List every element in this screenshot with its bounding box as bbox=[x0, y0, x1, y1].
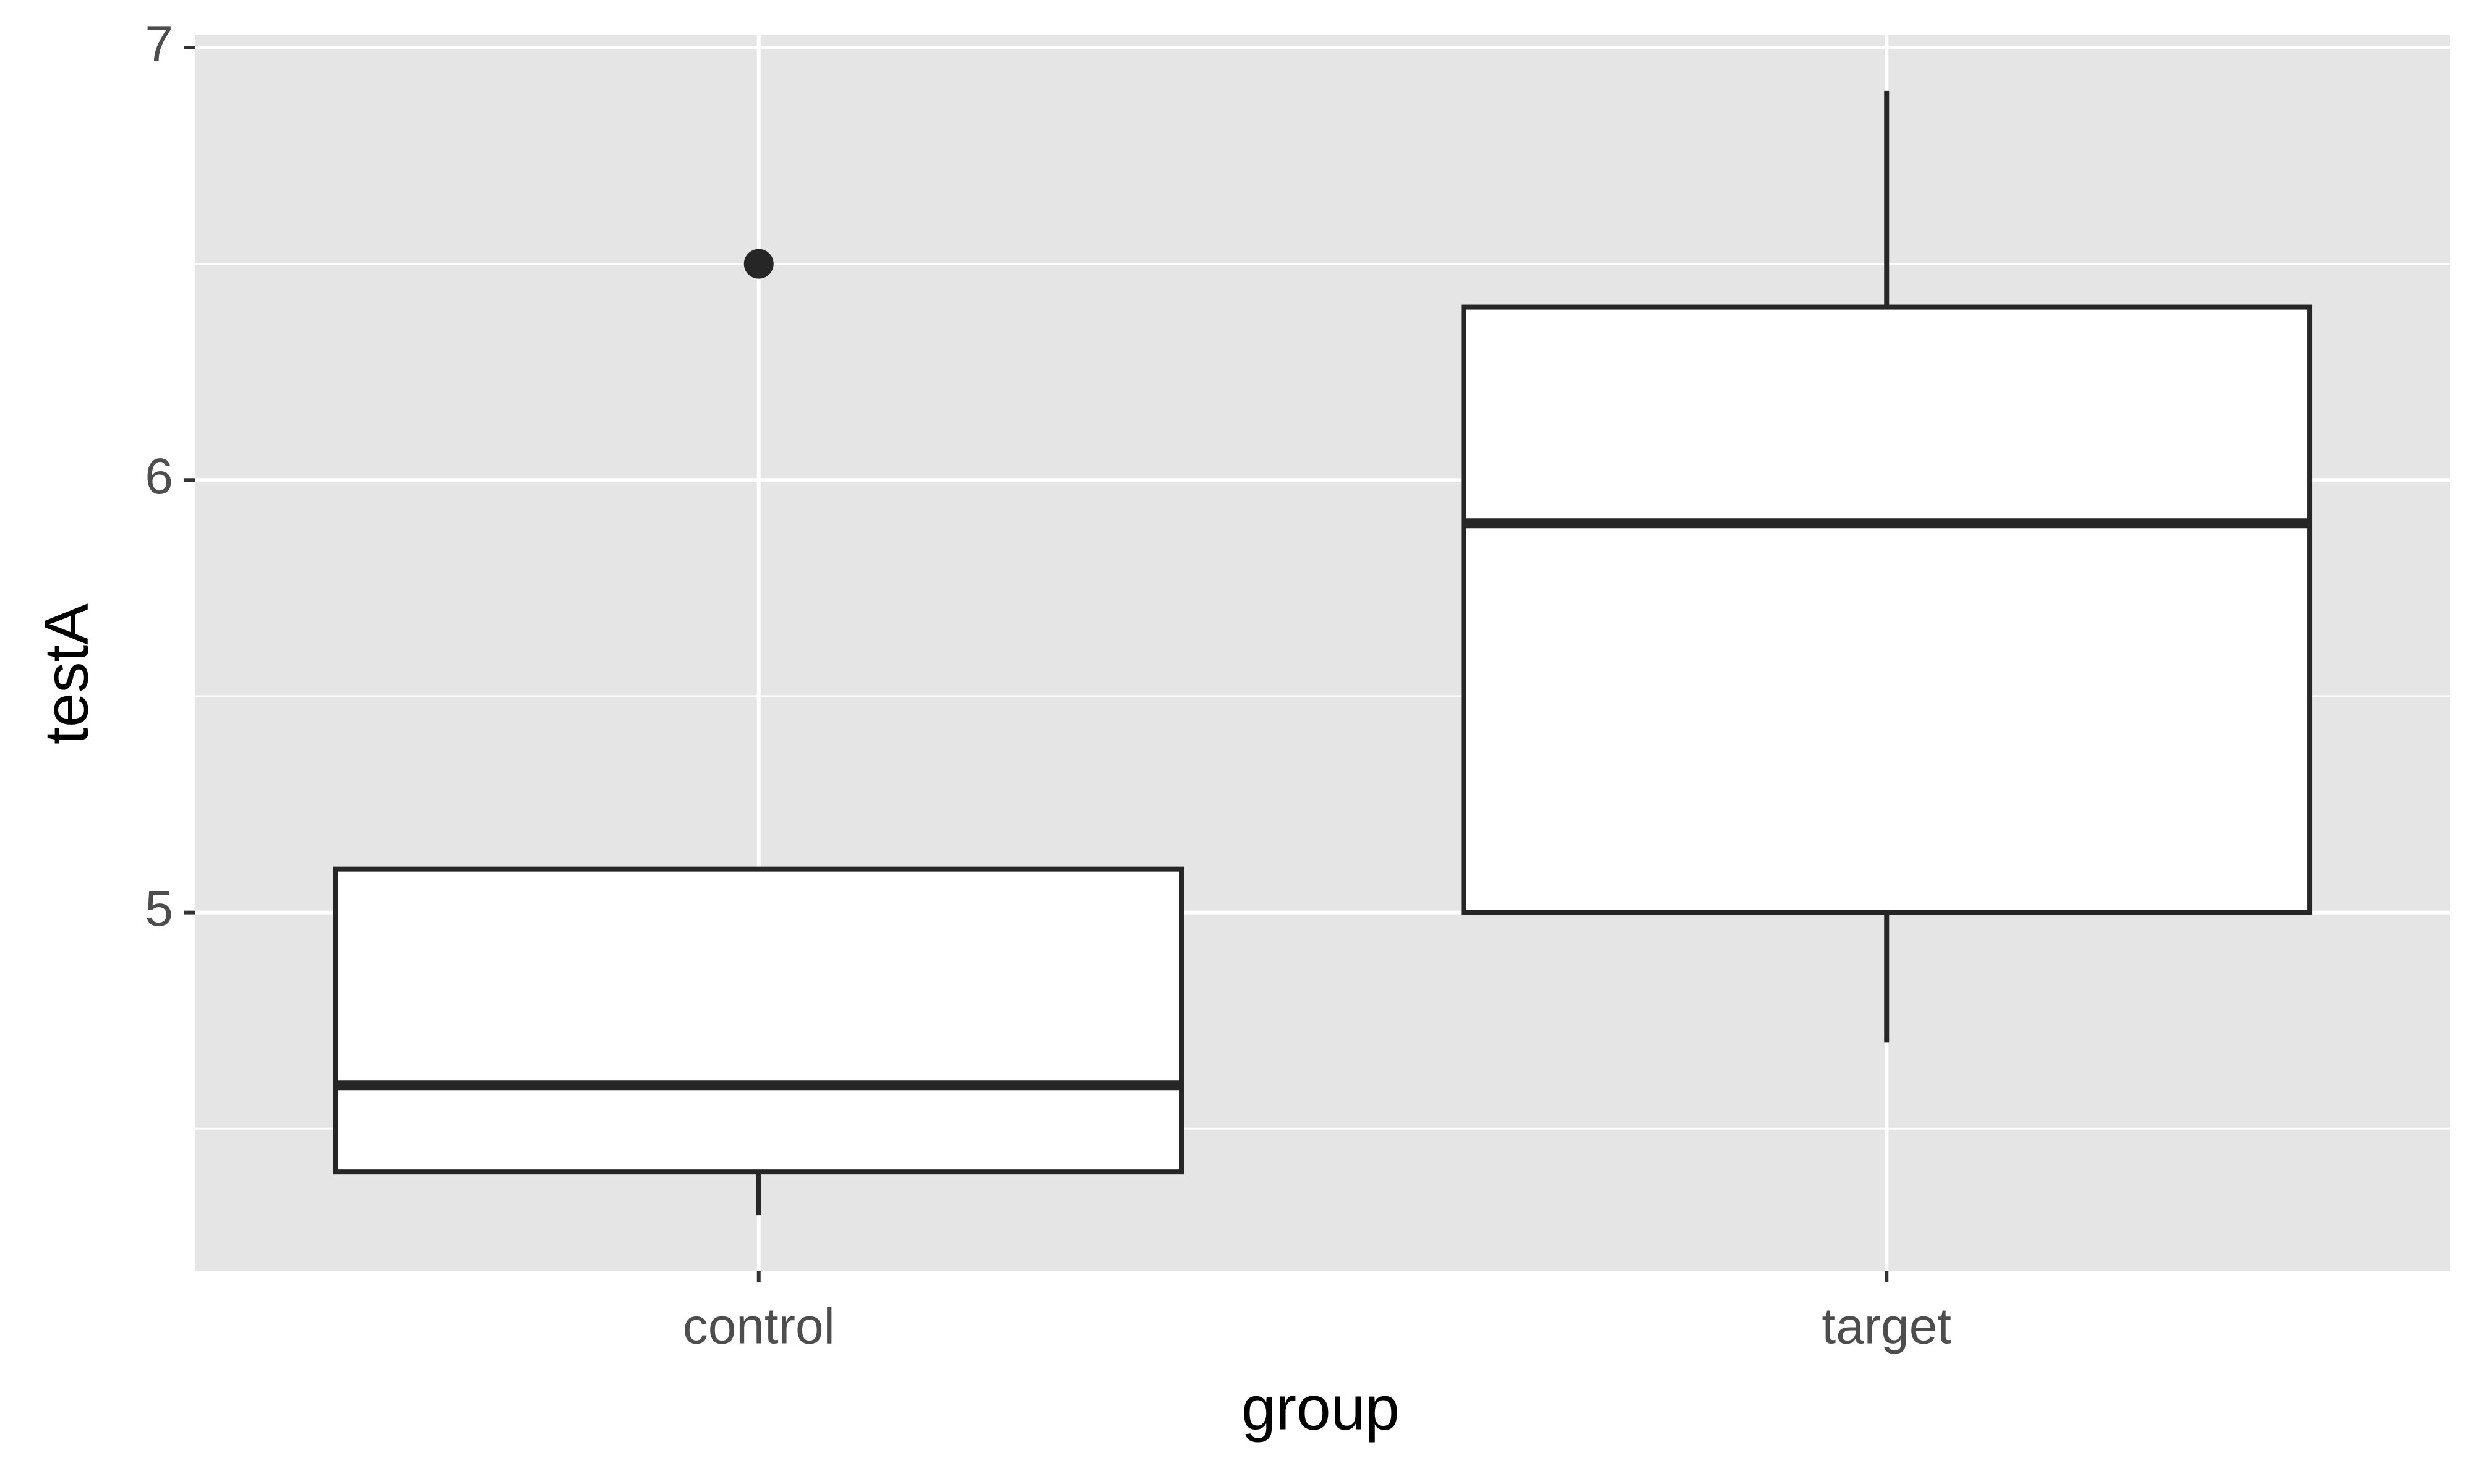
y-tick-label: 7 bbox=[145, 16, 173, 72]
y-axis-title: testA bbox=[32, 603, 101, 744]
x-tick-label: control bbox=[683, 1298, 835, 1355]
box bbox=[1461, 304, 2313, 915]
x-tick-label: target bbox=[1821, 1298, 1951, 1355]
y-tick-label: 6 bbox=[145, 448, 173, 505]
x-axis-title: group bbox=[1241, 1373, 1400, 1443]
y-tick-label: 5 bbox=[145, 881, 173, 937]
outlier bbox=[743, 249, 774, 279]
box bbox=[333, 866, 1184, 1175]
